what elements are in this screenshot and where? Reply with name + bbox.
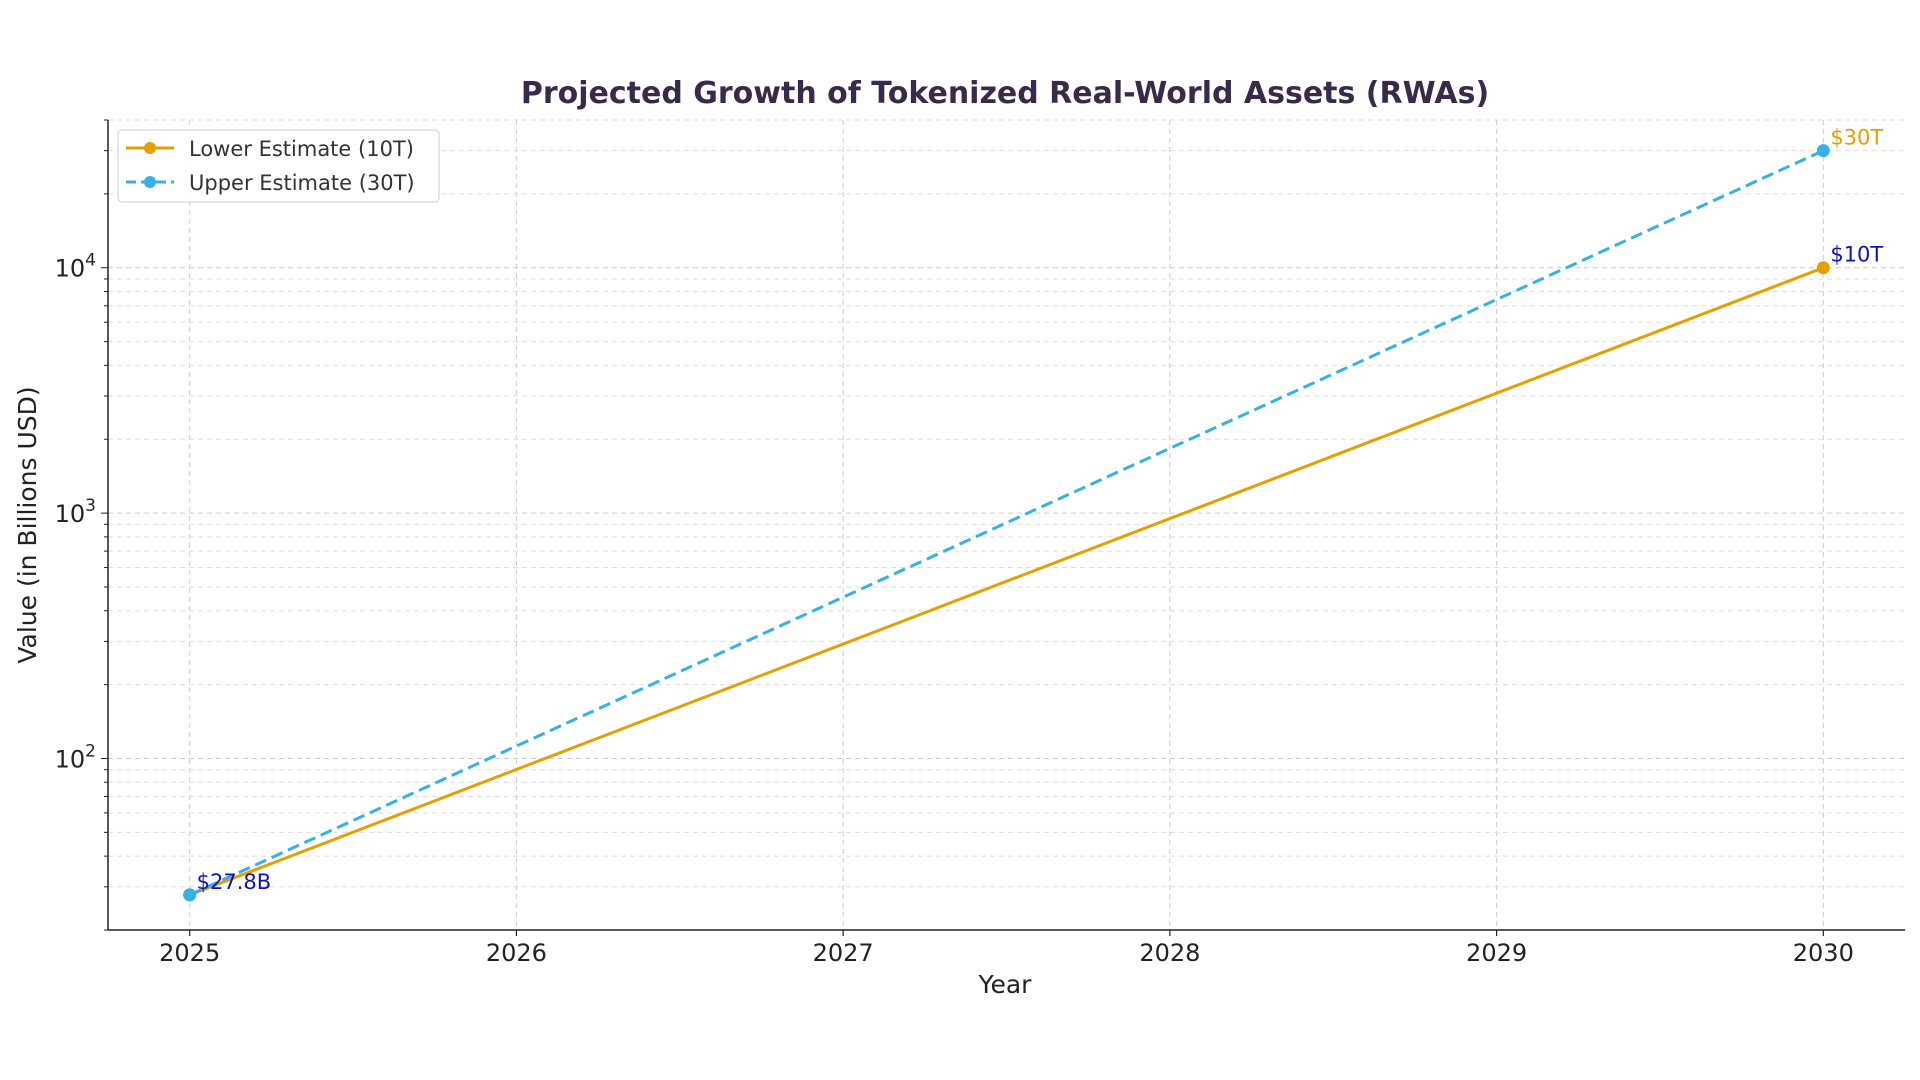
axes [107,120,1905,931]
series-marker-1 [183,888,197,902]
legend-label: Upper Estimate (30T) [189,171,415,195]
x-tick-label: 2025 [159,939,220,967]
y-tick-label: 102 [55,741,96,773]
y-axis-label: Value (in Billions USD) [13,386,42,663]
x-axis-label: Year [978,970,1033,999]
chart-title: Projected Growth of Tokenized Real-World… [521,76,1489,111]
data-label: $10T [1830,243,1883,267]
series [183,144,1830,902]
grid [108,119,1905,931]
x-tick-label: 2028 [1139,939,1200,967]
series-marker-1 [1816,144,1830,158]
x-tick-label: 2026 [486,939,547,967]
series-line-1 [189,149,1824,897]
x-tick-label: 2030 [1793,939,1854,967]
x-tick-label: 2029 [1466,939,1527,967]
data-label: $27.8B [197,870,272,894]
series-line-0 [189,266,1824,897]
y-tick-label: 103 [55,496,96,528]
series-marker-0 [1816,261,1830,275]
y-tick-label: 104 [55,251,96,283]
y-ticks: 102 103 104 [55,119,108,931]
legend: Lower Estimate (10T) Upper Estimate (30T) [117,129,440,203]
annotations: $27.8B $30T $10T [197,126,1884,894]
data-label: $30T [1830,126,1883,150]
legend-box [117,129,440,203]
legend-swatch-marker [144,176,156,188]
legend-swatch-marker [144,142,156,154]
legend-label: Lower Estimate (10T) [189,137,414,161]
x-ticks: 2025 2026 2027 2028 2029 2030 [159,930,1854,967]
x-tick-label: 2027 [813,939,874,967]
